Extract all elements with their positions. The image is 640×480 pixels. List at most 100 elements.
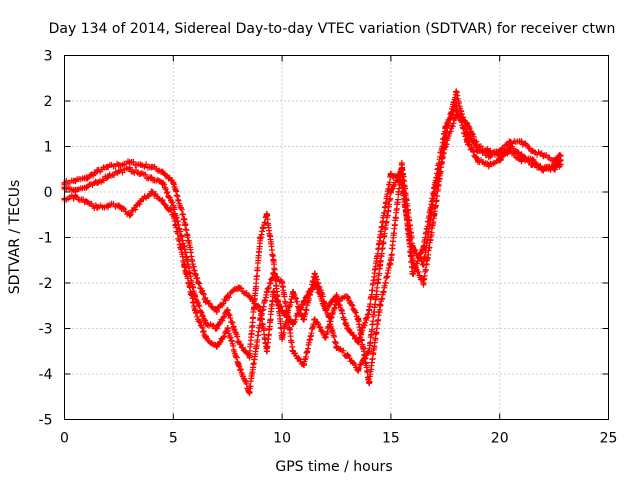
data-point — [263, 211, 270, 218]
data-point — [72, 186, 79, 193]
y-axis-label: SDTVAR / TECUs — [7, 180, 23, 295]
data-point — [72, 177, 79, 184]
data-point — [420, 261, 427, 268]
data-point — [355, 339, 362, 346]
data-point — [344, 325, 351, 332]
data-point — [322, 334, 329, 341]
data-point — [387, 170, 394, 177]
y-tick-label: -2 — [39, 276, 53, 292]
x-axis-label: GPS time / hours — [275, 459, 392, 475]
data-point — [126, 159, 133, 166]
data-point — [170, 211, 177, 218]
data-point — [453, 102, 460, 109]
data-point — [355, 316, 362, 323]
data-point — [355, 366, 362, 373]
data-point — [270, 270, 277, 277]
series-track-3 — [61, 111, 564, 397]
data-point — [366, 307, 373, 314]
data-point — [263, 289, 270, 296]
data-point — [246, 293, 253, 300]
y-tick-label: 2 — [44, 94, 53, 110]
data-point — [202, 298, 209, 305]
data-point — [192, 307, 199, 314]
data-point — [137, 198, 144, 205]
y-tick-label: -5 — [39, 413, 53, 429]
data-point — [235, 284, 242, 291]
data-point — [366, 380, 373, 387]
data-point — [485, 161, 492, 168]
data-point — [279, 334, 286, 341]
data-point — [518, 157, 525, 164]
data-point — [464, 138, 471, 145]
data-point — [159, 198, 166, 205]
data-point — [540, 152, 547, 159]
data-point — [181, 261, 188, 268]
x-tick-label: 10 — [273, 431, 291, 447]
data-point — [387, 189, 394, 195]
data-point — [235, 339, 242, 346]
data-point — [83, 184, 90, 191]
data-point — [235, 361, 242, 368]
data-point — [311, 316, 318, 323]
data-point — [540, 166, 547, 173]
data-point — [289, 320, 296, 327]
data-point — [529, 148, 536, 155]
data-point — [170, 179, 177, 186]
data-point — [300, 316, 307, 323]
data-point — [105, 202, 112, 209]
data-point — [529, 157, 536, 164]
data-point — [409, 243, 416, 250]
data-point — [279, 280, 286, 286]
data-point — [289, 289, 296, 296]
data-point — [322, 302, 329, 309]
data-point — [257, 234, 264, 241]
data-point — [246, 389, 253, 396]
data-point — [289, 348, 296, 355]
data-point — [507, 148, 514, 155]
data-point — [246, 352, 253, 359]
data-point — [557, 157, 564, 164]
data-point — [83, 198, 90, 205]
data-point — [126, 211, 133, 218]
data-point — [126, 166, 133, 173]
data-point — [496, 152, 503, 159]
data-point — [257, 316, 264, 323]
data-point — [263, 348, 270, 355]
data-point — [224, 325, 231, 332]
data-point — [551, 161, 558, 168]
x-tick-label: 0 — [60, 431, 69, 447]
data-point — [115, 202, 122, 209]
data-point — [83, 175, 90, 182]
data-point — [409, 270, 416, 277]
data-point — [344, 293, 351, 300]
data-point — [453, 111, 460, 118]
data-point — [474, 143, 481, 150]
y-tick-label: 1 — [44, 140, 53, 156]
data-point — [300, 298, 307, 305]
data-point — [94, 179, 101, 186]
data-point — [148, 189, 155, 195]
data-point — [333, 343, 340, 350]
data-point — [398, 161, 405, 168]
data-point — [202, 334, 209, 341]
data-point — [474, 157, 481, 164]
data-point — [366, 348, 373, 355]
data-point — [202, 320, 209, 327]
data-point — [442, 125, 449, 132]
data-point — [148, 163, 155, 170]
data-point — [72, 193, 79, 200]
data-point — [464, 120, 471, 127]
data-point — [148, 175, 155, 182]
data-point — [159, 179, 166, 186]
x-tick-label: 15 — [382, 431, 400, 447]
data-point — [115, 168, 122, 175]
grid — [64, 55, 609, 420]
data-point — [94, 204, 101, 211]
data-point — [105, 173, 112, 180]
data-point — [115, 161, 122, 168]
data-point — [137, 161, 144, 168]
data-point — [213, 307, 220, 314]
data-point — [224, 293, 231, 300]
